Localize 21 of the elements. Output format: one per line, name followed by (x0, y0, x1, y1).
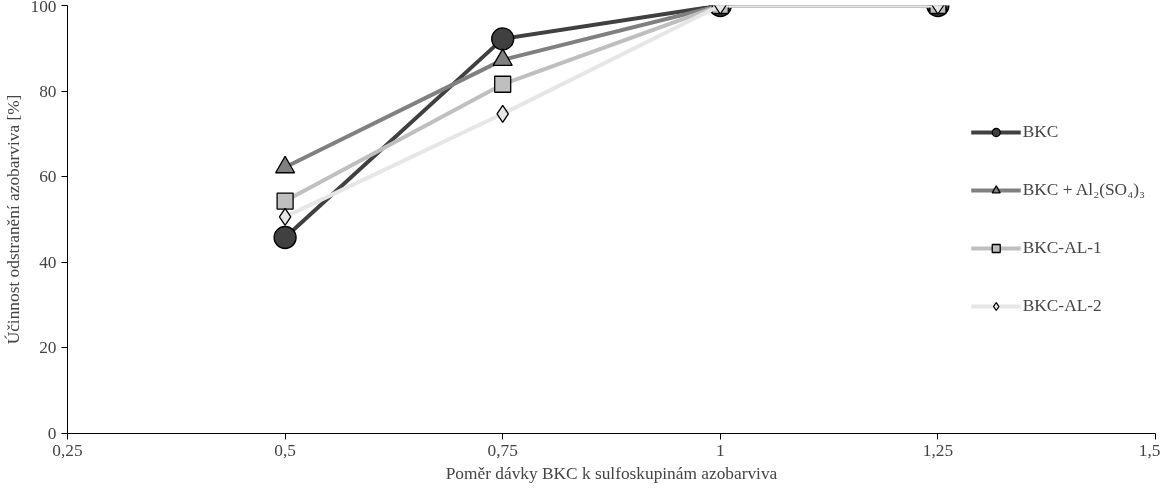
x-tick-label: 0,5 (274, 440, 296, 460)
legend-label: BKC-AL-2 (1022, 296, 1102, 316)
point (273, 225, 297, 250)
point (278, 207, 292, 227)
legend-label: BKC-AL-1 (1022, 238, 1102, 258)
y-tick-label: 20 (39, 338, 57, 358)
x-tick-label: 1,5 (1138, 440, 1161, 460)
legend-label: BKC + Al₂(SO₄)₃ (1022, 180, 1145, 200)
legend-label: BKC (1022, 122, 1059, 142)
y-tick-label: 0 (47, 424, 57, 443)
x-tick-label: 1 (715, 440, 725, 460)
x-axis-title: Poměr dávky BKC k sulfoskupinám azobarviva (445, 463, 778, 483)
point (276, 192, 294, 210)
y-axis-title: Účinnost odstranění azobarviva [%] (3, 94, 23, 345)
y-tick-label: 100 (30, 0, 57, 16)
y-tick-label: 80 (39, 81, 57, 101)
x-tick-label: 1,25 (922, 440, 954, 460)
x-tick-label: 0,75 (487, 440, 518, 460)
y-tick-label: 60 (39, 167, 57, 187)
y-tick-label: 40 (39, 252, 57, 272)
x-tick-label: 0,25 (52, 440, 83, 460)
